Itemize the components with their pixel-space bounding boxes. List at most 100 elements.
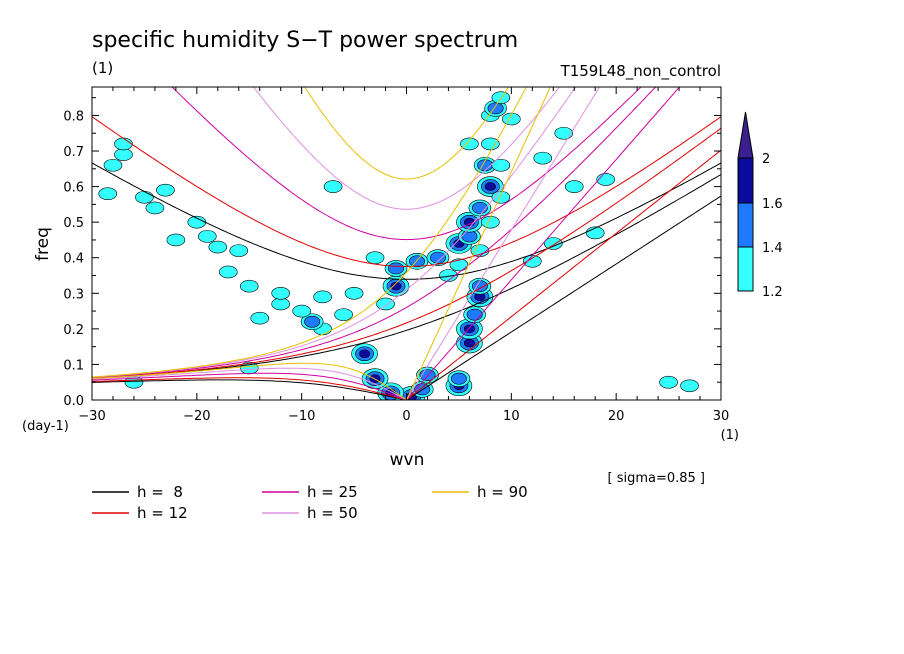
ig-curve-h25 — [171, 87, 642, 241]
spectrum-blob-26-level-1 — [439, 269, 458, 282]
spectrum-blob-41-level-1 — [239, 279, 259, 293]
y-tick-label-4: 0.4 — [63, 252, 84, 267]
spectrum-blob-44-level-1 — [198, 230, 217, 243]
x-tick-label-1: −20 — [183, 409, 210, 424]
y-tick-label-3: 0.3 — [63, 287, 84, 302]
spectrum-blob-57-level-1 — [564, 180, 584, 193]
spectrum-blob-38-level-1 — [271, 297, 291, 311]
rossby-curve-h50 — [92, 367, 407, 400]
x-axis: −30 −20 −10 0 10 20 30 — [78, 87, 729, 424]
y-tick-label-7: 0.7 — [63, 145, 84, 160]
spectrum-blob-7-level-3 — [359, 349, 371, 359]
spectrum-blob-63-level-1 — [98, 187, 118, 201]
kelvin-curve-h12 — [406, 149, 721, 400]
spectrum-blob-68-level-1 — [533, 151, 553, 165]
spectrum-blob-13-level-3 — [390, 281, 402, 291]
spectrum-blob-10-level-2 — [466, 308, 483, 321]
spectrum-blob-16-level-2 — [429, 251, 446, 264]
x-axis-label: wvn — [390, 450, 425, 470]
spectrum-blob-40-level-1 — [271, 286, 291, 300]
legend-label-h12: h = 12 — [137, 504, 188, 522]
dispersion-curves — [92, 87, 721, 400]
x-tick-label-6: 30 — [713, 409, 730, 424]
rossby-curve-h90 — [92, 362, 407, 400]
spectrum-blob-34-level-1 — [334, 308, 353, 321]
kelvin-curve-h25 — [406, 87, 681, 400]
x-tick-label-0: −30 — [78, 409, 105, 424]
kelvin-curve-h8 — [406, 195, 721, 400]
spectrum-blob-37-level-1 — [292, 304, 311, 318]
kelvin-curve-h50 — [406, 87, 601, 400]
spectrum-blob-45-level-1 — [229, 244, 249, 257]
plot-frame — [91, 86, 722, 401]
spectrum-blob-14-level-2 — [388, 262, 405, 275]
y-axis-label: freq — [33, 227, 53, 261]
spectrum-blob-6-level-2 — [450, 372, 467, 385]
legend-label-h25: h = 25 — [307, 483, 358, 501]
colorbar: 1.2 1.4 1.6 2 — [737, 111, 783, 300]
colorbar-label-1: 1.4 — [762, 241, 783, 256]
chart-subtitle-right: T159L48_non_control — [560, 62, 721, 81]
rossby-curve-h12 — [92, 377, 407, 400]
legend-label-h50: h = 50 — [307, 504, 358, 522]
x-unit-label: (1) — [721, 428, 739, 443]
spectrum-blob-39-level-1 — [250, 311, 270, 325]
spectrum-blob-56-level-1 — [554, 126, 574, 140]
spectrum-blob-49-level-1 — [103, 158, 123, 172]
x-tick-label-4: 10 — [503, 409, 520, 424]
spectrum-blob-36-level-2 — [304, 315, 321, 328]
spectrum-contours — [98, 91, 699, 400]
spectrum-blob-23-level-1 — [481, 137, 500, 151]
spectrum-blob-47-level-1 — [145, 201, 165, 215]
mrg-curve-h90 — [92, 87, 528, 378]
spectrum-blob-55-level-1 — [460, 137, 479, 151]
colorbar-label-0: 1.2 — [762, 285, 783, 300]
colorbar-label-2: 1.6 — [762, 197, 783, 212]
mrg-curve-h12 — [92, 127, 721, 379]
legend-label-h90: h = 90 — [477, 483, 528, 501]
spectrum-blob-52-level-1 — [313, 290, 332, 304]
spectrum-blob-25-level-2 — [487, 102, 504, 115]
y-tick-label-5: 0.5 — [63, 216, 84, 231]
legend-label-h8: h = 8 — [137, 483, 183, 501]
chart-title: specific humidity S−T power spectrum — [92, 28, 518, 53]
spectrum-blob-65-level-1 — [376, 297, 395, 311]
y-unit-label: (day-1) — [22, 419, 69, 434]
spectrum-blob-59-level-1 — [680, 379, 699, 393]
legend: h = 8 h = 12 h = 25 h = 50 h = 90 — [92, 483, 528, 522]
x-tick-label-5: 20 — [608, 409, 625, 424]
spectrum-blob-46-level-1 — [166, 233, 186, 247]
chart-subtitle-left: (1) — [92, 59, 113, 77]
spectrum-blob-62-level-1 — [156, 183, 175, 197]
spectrum-blob-48-level-1 — [135, 190, 154, 204]
mrg-curve-h8 — [92, 174, 721, 379]
colorbar-segment-0 — [737, 246, 754, 292]
spectrum-blob-8-level-3 — [463, 338, 475, 348]
mrg-curve-h25 — [92, 87, 657, 379]
ig-curve-h12 — [92, 116, 721, 267]
y-tick-label-0: 0.0 — [63, 394, 84, 409]
spectrum-blob-31-level-1 — [491, 158, 511, 172]
y-axis: 0.0 0.1 0.2 0.3 0.4 0.5 0.6 0.7 0.8 — [63, 97, 721, 409]
ig-curve-h50 — [252, 87, 561, 210]
spectrum-blob-67-level-1 — [543, 237, 563, 250]
y-tick-label-6: 0.6 — [63, 181, 84, 196]
spectrum-blob-43-level-1 — [208, 240, 228, 254]
y-tick-label-1: 0.1 — [63, 358, 84, 373]
colorbar-segment-2 — [737, 157, 754, 204]
rossby-curve-h25 — [92, 372, 407, 400]
spectrum-blob-18-level-2 — [461, 230, 478, 243]
y-tick-label-2: 0.2 — [63, 323, 84, 338]
x-tick-label-3: 0 — [402, 409, 410, 424]
spectrum-blob-27-level-1 — [449, 258, 469, 272]
x-tick-label-2: −10 — [288, 409, 315, 424]
ig-curve-h90 — [304, 87, 509, 180]
spectrum-blob-53-level-1 — [344, 286, 364, 300]
spectrum-blob-54-level-1 — [365, 251, 385, 265]
rossby-curve-h8 — [92, 379, 407, 400]
y-tick-label-8: 0.8 — [63, 109, 84, 124]
spectrum-blob-61-level-1 — [114, 137, 133, 151]
mrg-curve-h50 — [92, 87, 577, 378]
colorbar-label-3: 2 — [762, 152, 770, 167]
